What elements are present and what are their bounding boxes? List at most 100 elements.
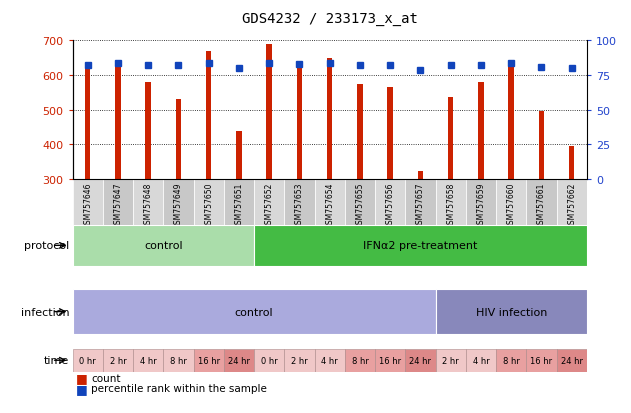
Bar (405, 180, 435, 233)
Bar (146, 83, 151, 180)
Text: GSM757655: GSM757655 (355, 183, 365, 229)
Bar (435, 180, 466, 233)
Bar (103, 180, 133, 233)
Bar (327, 59, 333, 180)
Bar (236, 131, 242, 180)
Text: 24 hr: 24 hr (561, 356, 582, 365)
Bar (526, 180, 557, 233)
Text: percentile rank within the sample: percentile rank within the sample (91, 383, 268, 393)
Bar (478, 83, 484, 180)
Text: 16 hr: 16 hr (198, 356, 220, 365)
Bar (569, 147, 574, 180)
Text: infection: infection (21, 307, 69, 317)
Bar (509, 64, 514, 180)
Text: GSM757651: GSM757651 (235, 183, 244, 229)
Bar (206, 52, 211, 180)
Text: 2 hr: 2 hr (291, 356, 308, 365)
Bar (224, 180, 254, 233)
Bar (175, 100, 181, 180)
Text: 4 hr: 4 hr (473, 356, 489, 365)
Bar (194, 349, 224, 372)
Bar (115, 65, 121, 180)
Text: 8 hr: 8 hr (170, 356, 187, 365)
Text: protocol: protocol (24, 241, 69, 251)
Text: GSM757658: GSM757658 (446, 183, 455, 229)
Text: 16 hr: 16 hr (531, 356, 553, 365)
Text: GSM757661: GSM757661 (537, 183, 546, 229)
Text: 4 hr: 4 hr (321, 356, 338, 365)
Text: GSM757653: GSM757653 (295, 183, 304, 229)
Text: HIV infection: HIV infection (476, 307, 547, 317)
Bar (466, 349, 496, 372)
Bar (266, 45, 272, 180)
Text: GSM757647: GSM757647 (114, 183, 122, 229)
Text: 8 hr: 8 hr (503, 356, 520, 365)
Bar (297, 64, 302, 180)
Bar (73, 180, 103, 233)
Text: 0 hr: 0 hr (261, 356, 278, 365)
Bar (496, 180, 526, 233)
Bar (285, 180, 315, 233)
Bar (254, 349, 285, 372)
Bar (345, 180, 375, 233)
Text: GSM757659: GSM757659 (476, 183, 485, 229)
Text: control: control (144, 241, 182, 251)
Bar (375, 180, 405, 233)
Bar (194, 180, 224, 233)
Text: GSM757660: GSM757660 (507, 183, 516, 229)
Bar (285, 349, 315, 372)
Bar (73, 225, 254, 266)
Text: GSM757648: GSM757648 (144, 183, 153, 229)
Bar (345, 349, 375, 372)
Text: ■: ■ (76, 382, 88, 395)
Bar (557, 349, 587, 372)
Text: GSM757646: GSM757646 (83, 183, 92, 229)
Bar (315, 349, 345, 372)
Text: count: count (91, 373, 121, 383)
Bar (526, 349, 557, 372)
Text: 24 hr: 24 hr (410, 356, 432, 365)
Bar (387, 88, 393, 180)
Text: 0 hr: 0 hr (80, 356, 96, 365)
Bar (133, 349, 163, 372)
Bar (254, 180, 285, 233)
Text: 2 hr: 2 hr (442, 356, 459, 365)
Bar (435, 349, 466, 372)
Text: 4 hr: 4 hr (140, 356, 156, 365)
Text: GSM757657: GSM757657 (416, 183, 425, 229)
Bar (375, 349, 405, 372)
Bar (539, 112, 544, 180)
Text: 2 hr: 2 hr (110, 356, 126, 365)
Text: GDS4232 / 233173_x_at: GDS4232 / 233173_x_at (242, 12, 418, 26)
Text: GSM757652: GSM757652 (264, 183, 274, 229)
Bar (435, 289, 587, 335)
Bar (73, 289, 435, 335)
Bar (357, 85, 363, 180)
Text: ■: ■ (76, 371, 88, 385)
Text: GSM757656: GSM757656 (386, 183, 395, 229)
Text: 24 hr: 24 hr (228, 356, 250, 365)
Bar (557, 180, 587, 233)
Bar (448, 98, 454, 180)
Text: IFNα2 pre-treatment: IFNα2 pre-treatment (363, 241, 478, 251)
Text: GSM757654: GSM757654 (325, 183, 334, 229)
Bar (85, 69, 90, 180)
Bar (418, 172, 423, 180)
Text: 8 hr: 8 hr (351, 356, 369, 365)
Bar (163, 349, 194, 372)
Bar (103, 349, 133, 372)
Bar (405, 349, 435, 372)
Bar (224, 349, 254, 372)
Bar (133, 180, 163, 233)
Text: time: time (44, 355, 69, 366)
Bar (466, 180, 496, 233)
Text: GSM757649: GSM757649 (174, 183, 183, 229)
Bar (163, 180, 194, 233)
Bar (254, 225, 587, 266)
Bar (73, 349, 103, 372)
Bar (315, 180, 345, 233)
Text: 16 hr: 16 hr (379, 356, 401, 365)
Text: control: control (235, 307, 273, 317)
Bar (496, 349, 526, 372)
Text: GSM757662: GSM757662 (567, 183, 576, 229)
